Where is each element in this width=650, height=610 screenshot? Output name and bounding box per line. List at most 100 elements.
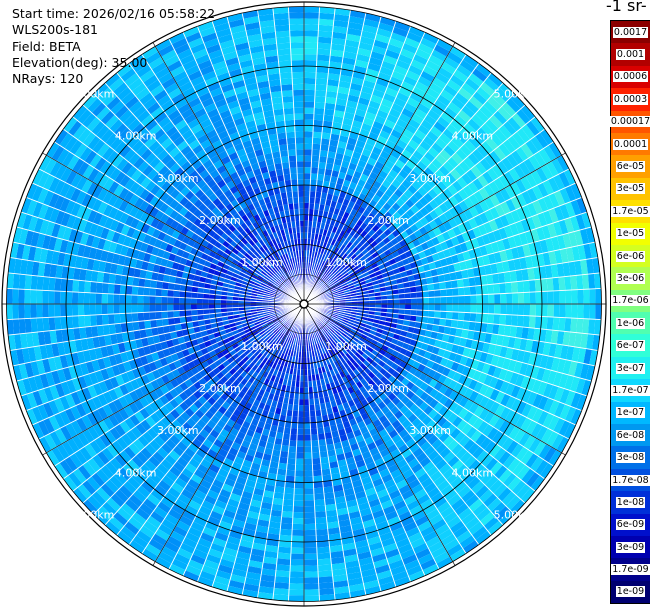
range-gate-cell bbox=[114, 105, 129, 119]
range-gate-cell bbox=[87, 457, 101, 473]
range-gate-cell bbox=[219, 428, 230, 438]
range-gate-cell bbox=[505, 409, 517, 423]
range-gate-cell bbox=[324, 168, 333, 176]
range-gate-cell bbox=[84, 315, 91, 327]
range-gate-cell bbox=[461, 329, 469, 339]
range-gate-cell bbox=[211, 139, 223, 150]
range-gate-cell bbox=[286, 258, 292, 266]
range-gate-cell bbox=[187, 70, 203, 82]
range-gate-cell bbox=[216, 228, 225, 237]
range-gate-cell bbox=[254, 148, 264, 157]
range-gate-cell bbox=[580, 333, 588, 349]
range-gate-cell bbox=[202, 438, 214, 449]
range-gate-cell bbox=[274, 163, 283, 171]
range-gate-cell bbox=[159, 405, 170, 417]
range-gate-cell bbox=[359, 362, 368, 371]
range-gate-cell bbox=[453, 525, 469, 539]
range-gate-cell bbox=[118, 395, 129, 409]
range-gate-cell bbox=[93, 82, 109, 98]
range-gate-cell bbox=[308, 208, 314, 216]
range-gate-cell bbox=[324, 314, 331, 319]
range-gate-cell bbox=[266, 533, 280, 541]
range-gate-cell bbox=[172, 135, 186, 147]
range-gate-cell bbox=[544, 329, 553, 344]
range-gate-cell bbox=[292, 197, 299, 204]
range-gate-cell bbox=[280, 522, 293, 530]
range-gate-cell bbox=[366, 346, 374, 353]
range-gate-cell bbox=[274, 343, 281, 351]
range-gate-cell bbox=[18, 289, 25, 304]
range-gate-cell bbox=[417, 411, 428, 422]
range-gate-cell bbox=[227, 291, 234, 297]
range-gate-cell bbox=[496, 356, 506, 369]
range-gate-cell bbox=[164, 82, 179, 95]
range-gate-cell bbox=[368, 498, 381, 508]
range-gate-cell bbox=[155, 288, 162, 297]
range-gate-cell bbox=[297, 238, 301, 245]
range-gate-cell bbox=[109, 457, 123, 472]
range-gate-cell bbox=[447, 334, 456, 344]
range-gate-cell bbox=[304, 488, 314, 495]
range-gate-cell bbox=[138, 277, 146, 288]
range-gate-cell bbox=[132, 105, 147, 119]
range-gate-cell bbox=[546, 316, 554, 331]
range-gate-cell bbox=[246, 151, 257, 160]
range-gate-cell bbox=[185, 315, 193, 323]
range-gate-cell bbox=[63, 475, 78, 492]
range-gate-cell bbox=[265, 242, 272, 250]
range-gate-cell bbox=[62, 367, 72, 382]
range-gate-cell bbox=[342, 354, 349, 362]
range-gate-cell bbox=[131, 122, 145, 136]
range-gate-cell bbox=[292, 77, 304, 85]
range-gate-cell bbox=[548, 400, 560, 416]
range-gate-cell bbox=[139, 69, 155, 83]
range-gate-cell bbox=[210, 542, 225, 553]
range-gate-cell bbox=[214, 98, 228, 109]
range-gate-cell bbox=[219, 244, 227, 253]
range-gate-cell bbox=[317, 167, 326, 175]
range-gate-cell bbox=[173, 297, 180, 304]
range-gate-cell bbox=[154, 111, 168, 124]
range-gate-cell bbox=[284, 329, 290, 335]
range-gate-cell bbox=[287, 265, 292, 272]
range-gate-cell bbox=[106, 150, 119, 165]
range-gate-cell bbox=[96, 487, 111, 502]
range-gate-cell bbox=[42, 317, 50, 332]
range-gate-cell bbox=[104, 520, 121, 536]
range-gate-cell bbox=[462, 539, 479, 554]
range-gate-cell bbox=[294, 476, 304, 483]
range-gate-cell bbox=[433, 381, 444, 392]
range-gate-cell bbox=[390, 565, 407, 576]
range-gate-cell bbox=[443, 489, 458, 502]
range-gate-cell bbox=[574, 362, 584, 378]
range-gate-cell bbox=[65, 170, 78, 186]
range-gate-cell bbox=[121, 265, 130, 277]
range-gate-cell bbox=[395, 537, 411, 549]
range-gate-cell bbox=[304, 18, 319, 25]
range-gate-cell bbox=[143, 498, 158, 511]
range-gate-cell bbox=[408, 427, 420, 439]
range-gate-cell bbox=[547, 304, 554, 318]
range-gate-cell bbox=[251, 229, 259, 237]
range-gate-cell bbox=[91, 120, 105, 136]
range-gate-cell bbox=[276, 330, 282, 337]
range-gate-cell bbox=[72, 104, 88, 121]
range-gate-cell bbox=[231, 342, 240, 350]
range-gate-cell bbox=[95, 124, 110, 140]
range-gate-cell bbox=[317, 36, 332, 44]
range-gate-cell bbox=[39, 345, 48, 360]
range-gate-cell bbox=[146, 262, 155, 272]
range-gate-cell bbox=[359, 425, 369, 435]
range-gate-cell bbox=[244, 184, 254, 193]
range-gate-cell bbox=[502, 454, 516, 469]
range-gate-cell bbox=[54, 316, 62, 331]
range-gate-cell bbox=[148, 538, 165, 552]
range-gate-cell bbox=[374, 457, 385, 468]
range-gate-cell bbox=[248, 279, 256, 285]
range-gate-cell bbox=[250, 51, 265, 60]
range-gate-cell bbox=[57, 342, 66, 356]
range-gate-cell bbox=[277, 552, 291, 560]
range-gate-cell bbox=[293, 203, 299, 210]
range-gate-cell bbox=[551, 357, 561, 372]
range-gate-cell bbox=[202, 304, 209, 310]
